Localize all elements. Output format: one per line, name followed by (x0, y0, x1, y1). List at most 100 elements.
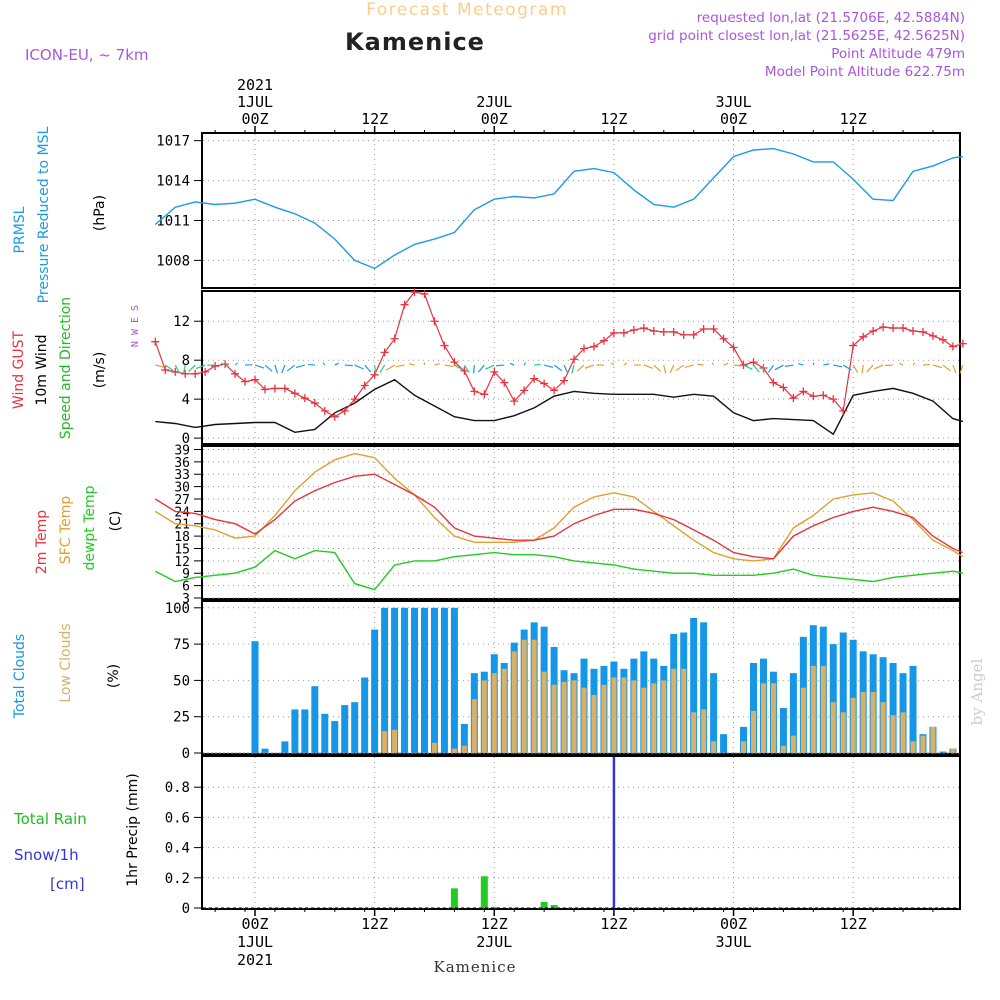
y-tick-label: 30 (174, 481, 190, 496)
gust-point (769, 378, 778, 387)
rain-label: Total Rain (13, 810, 87, 828)
wind-arrow (408, 363, 415, 366)
y-ticks: 1008101110141017048123691215182124273033… (156, 134, 202, 917)
total-cloud-bar (779, 707, 787, 753)
temp-2m-line (154, 473, 964, 560)
gust-point (570, 355, 579, 364)
gust-point (360, 381, 369, 390)
low-cloud-bar (751, 710, 756, 753)
top-time-label: 12Z (361, 110, 388, 128)
precip-units: 1hr Precip (mm) (125, 773, 141, 886)
dew-label: dewpt Temp (82, 485, 98, 570)
gust-point (500, 378, 509, 387)
total-cloud-bar (700, 622, 708, 753)
y-tick-label: 12 (174, 555, 190, 570)
wind-arrow (174, 364, 180, 374)
gust-point (241, 377, 250, 386)
y-tick-label: 50 (173, 673, 190, 689)
low-cloud-bar (810, 665, 816, 753)
wind-arrow (866, 364, 874, 373)
gust-point (161, 365, 170, 374)
gust-point (729, 343, 738, 352)
wind-arrow (861, 364, 864, 374)
top-time-label: 00Z (241, 110, 268, 128)
gust-point (709, 325, 718, 334)
wind-arrow (898, 362, 904, 366)
gust-point (440, 341, 449, 350)
wind-arrow (344, 364, 353, 367)
bottom-time-label: 2021 (237, 951, 273, 969)
low-cloud-bar (890, 715, 896, 753)
gust-point (370, 370, 379, 379)
wind-arrow (264, 364, 273, 372)
gust-point (639, 324, 648, 333)
gust-point (390, 334, 399, 343)
low-cloud-bar (790, 735, 796, 753)
temp-panel (201, 445, 961, 600)
gust-point (380, 348, 389, 357)
wind-arrow (852, 364, 859, 374)
total-cloud-bar (281, 741, 289, 753)
total-cloud-bar (361, 677, 369, 753)
bottom-time-label: 00Z (720, 915, 747, 933)
gust-point (310, 399, 319, 408)
y-tick-label: 12 (173, 314, 190, 330)
low-cloud-bar (681, 668, 687, 753)
y-tick-label: 0.4 (165, 841, 190, 857)
low-cloud-bar (701, 709, 707, 753)
total-cloud-bar (440, 607, 448, 753)
clouds-panel (201, 600, 961, 755)
gust-point (470, 387, 479, 396)
low-cloud-bar (501, 668, 507, 753)
low-cloud-bar (581, 687, 587, 753)
low-cloud-bar (451, 748, 457, 753)
wind-arrow (767, 364, 774, 373)
total-cloud-bar (371, 629, 379, 753)
gust-point (849, 341, 858, 350)
gust-line (154, 291, 964, 418)
total-cloud-bar (690, 617, 698, 753)
snow-label: Snow/1h (14, 846, 79, 864)
y-tick-label: 18 (174, 530, 190, 545)
gust-point (221, 360, 230, 369)
y-tick-label: 1008 (156, 253, 190, 269)
y-tick-label: 27 (174, 493, 190, 508)
wind-arrow (164, 364, 174, 372)
wind-arrow (434, 363, 440, 366)
y-tick-label: 24 (174, 505, 190, 520)
total-cloud-bar (261, 748, 269, 753)
low-cloud-bar (461, 745, 467, 753)
gust-point (270, 384, 279, 393)
gust-point (918, 327, 927, 336)
wind-arrow (823, 363, 830, 366)
wind-arrow (463, 364, 470, 373)
y-tick-label: 100 (165, 601, 190, 617)
temp-units: (C) (108, 511, 124, 532)
wind-arrow (477, 364, 485, 373)
gust-point (649, 326, 658, 335)
top-time-label: 3JUL (715, 93, 751, 111)
low-cloud-bar (671, 668, 677, 753)
gust-point (928, 331, 937, 340)
low-cloud-bar (820, 665, 826, 753)
point-altitude: Point Altitude 479m (831, 46, 965, 62)
total-cloud-bar (381, 607, 389, 753)
wind-arrow (563, 364, 569, 374)
wind-arrow (395, 364, 405, 368)
pressure-panel (201, 132, 961, 289)
wind-arrow (610, 362, 615, 366)
wind-arrow (912, 362, 916, 366)
total-cloud-bar (391, 607, 399, 753)
total-cloud-bar (311, 686, 319, 753)
top-time-label: 12Z (840, 110, 867, 128)
rain-bar (480, 876, 488, 908)
total-cloud-bar (839, 632, 847, 753)
bottom-time-label: 12Z (840, 915, 867, 933)
total-cloud-bar (420, 607, 428, 753)
wind-arrow (623, 362, 628, 366)
chart-title: Forecast Meteogram (366, 0, 568, 20)
gust-point (540, 379, 549, 388)
wind-arrow (374, 364, 377, 374)
snow-units: [cm] (50, 875, 85, 893)
